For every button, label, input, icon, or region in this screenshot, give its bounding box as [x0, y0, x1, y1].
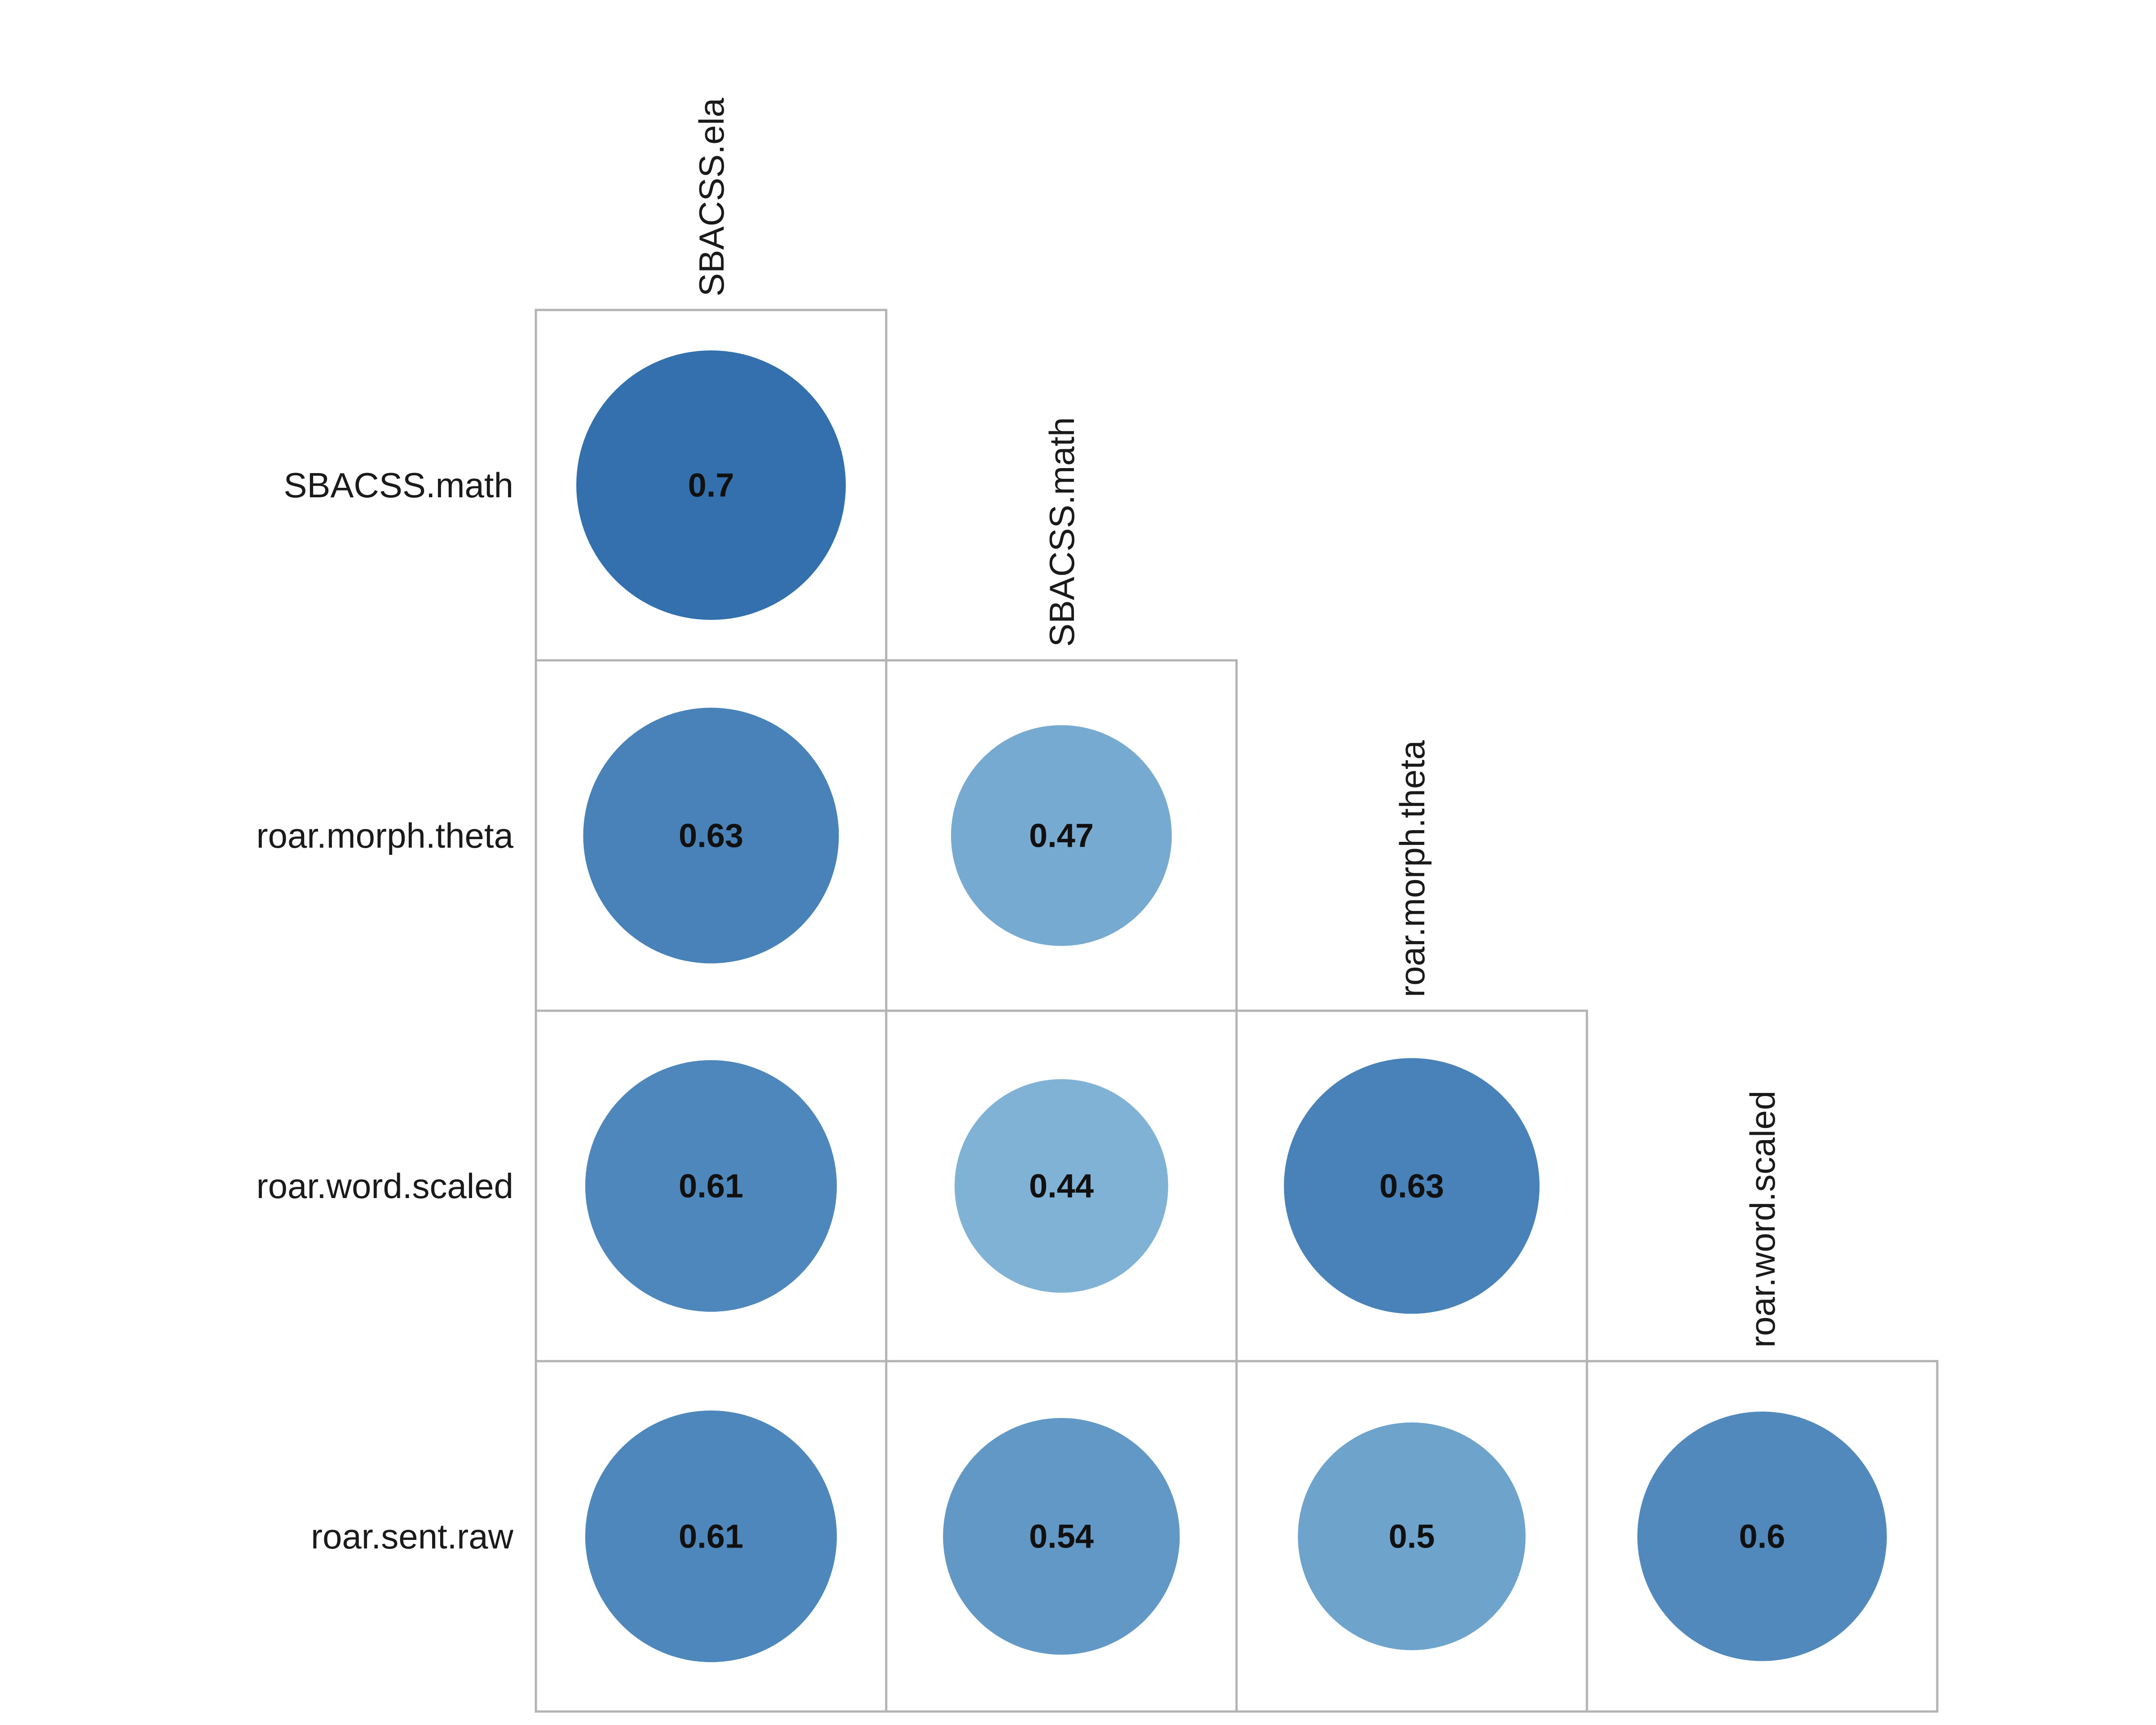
correlation-circle-r3-c1: [943, 1418, 1180, 1655]
correlation-circle-r2-c2: [1284, 1058, 1540, 1314]
value-label-r2-c0: 0.61: [679, 1168, 743, 1205]
row-label-3: roar.sent.raw: [311, 1517, 514, 1556]
row-label-2: roar.word.scaled: [256, 1166, 513, 1206]
cells-layer: 0.7 0.63 0.47 0.61 0.44 0.63 0.61 0.54 0.5 0.6: [535, 309, 1939, 1713]
value-label-r3-c0: 0.61: [679, 1518, 743, 1555]
labels-layer: SBACSS.math roar.morph.theta roar.word.sca…: [256, 97, 1782, 1556]
value-label-r3-c1: 0.54: [1029, 1518, 1094, 1555]
row-label-1: roar.morph.theta: [256, 816, 514, 855]
column-label-2: roar.morph.theta: [1392, 740, 1432, 997]
value-label-r3-c3: 0.6: [1739, 1518, 1785, 1555]
row-label-0: SBACSS.math: [283, 465, 513, 505]
value-label-r1-c1: 0.47: [1029, 817, 1094, 854]
column-label-0: SBACSS.ela: [692, 97, 731, 296]
correlation-circle-r1-c1: [951, 725, 1172, 946]
column-label-3: roar.word.scaled: [1743, 1091, 1782, 1348]
correlation-circle-r0-c0: [576, 350, 846, 620]
correlation-circle-r2-c1: [954, 1079, 1168, 1293]
column-label-1: SBACSS.math: [1042, 417, 1082, 647]
value-label-r3-c2: 0.5: [1389, 1518, 1435, 1555]
cell-box-r3-c3: [1586, 1360, 1939, 1713]
value-label-r2-c2: 0.63: [1379, 1168, 1444, 1205]
value-label-r2-c1: 0.44: [1029, 1168, 1094, 1205]
correlation-circle-r3-c0: [585, 1410, 837, 1663]
correlation-circle-r3-c3: [1637, 1411, 1887, 1661]
correlation-circle-r3-c2: [1298, 1422, 1526, 1650]
correlation-circle-r2-c0: [585, 1060, 837, 1312]
value-label-r1-c0: 0.63: [679, 817, 743, 854]
value-label-r0-c0: 0.7: [688, 467, 734, 504]
correlation-circle-r1-c0: [583, 708, 839, 964]
